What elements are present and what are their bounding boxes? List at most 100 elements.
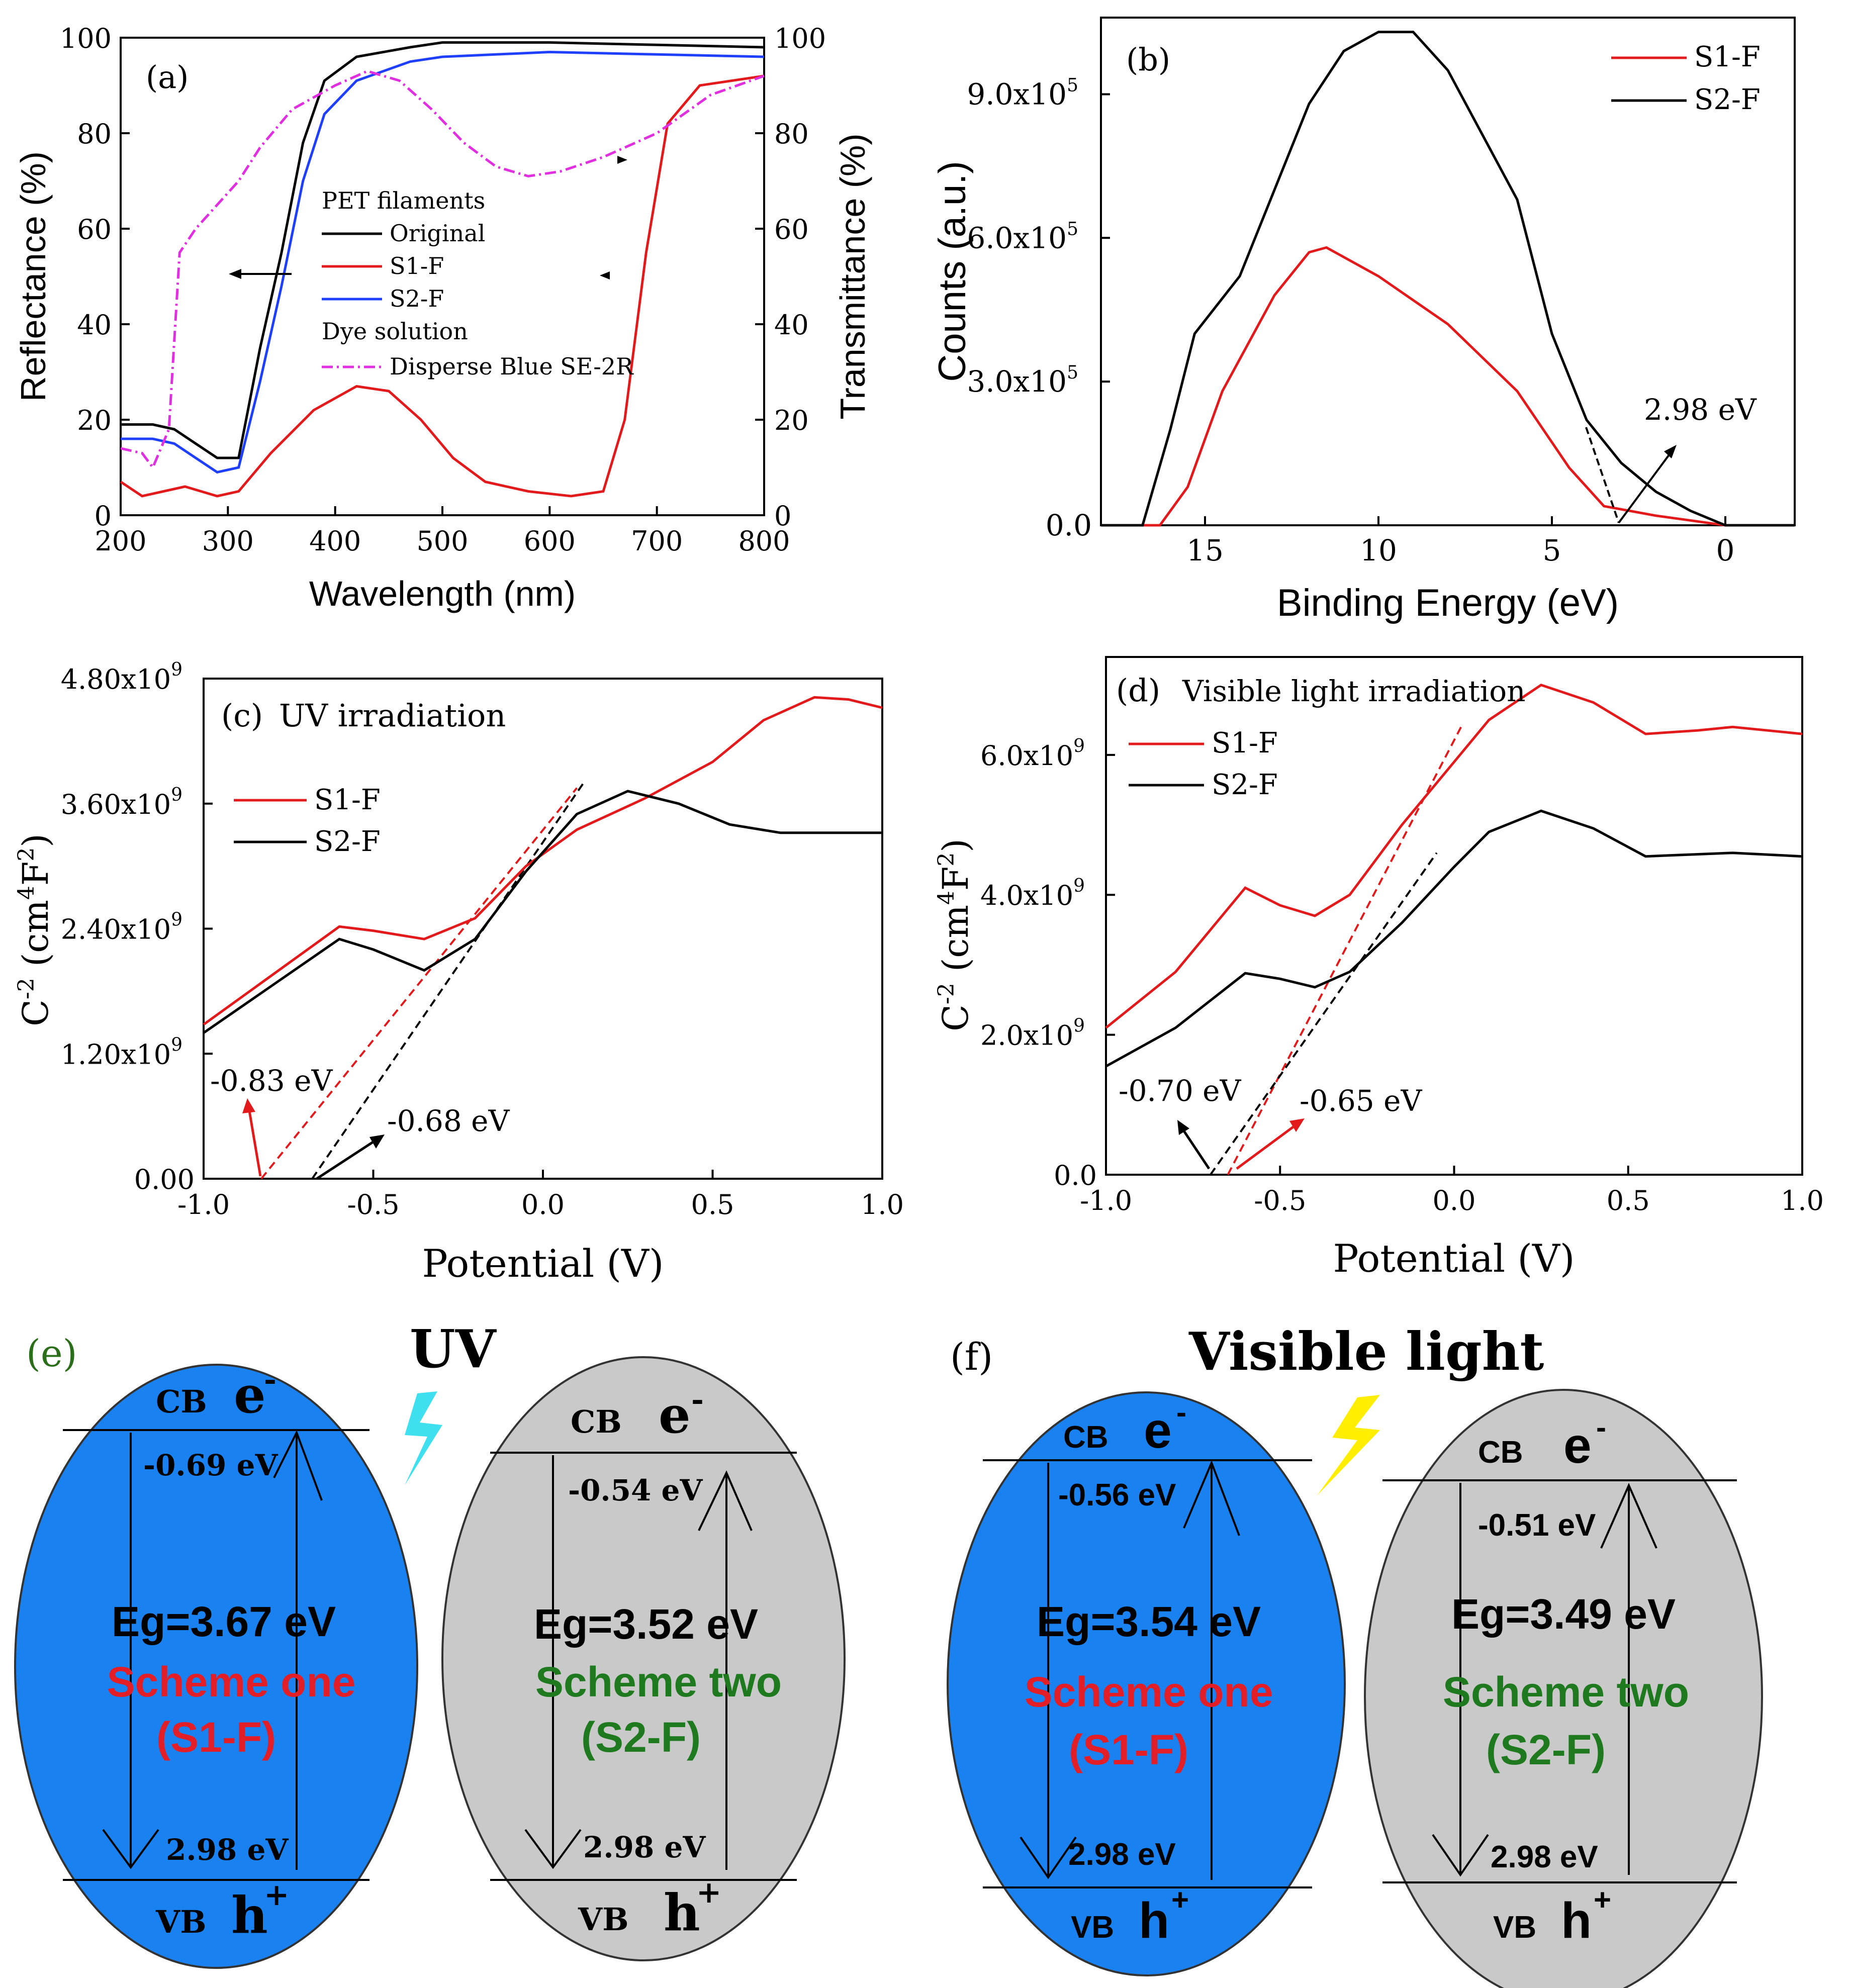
fit-line-s2f <box>311 782 585 1180</box>
svg-text:VB: VB <box>155 1904 207 1940</box>
svg-text:CB: CB <box>1478 1435 1523 1470</box>
panel-a-ylabel-left: Reflectance (%) <box>14 151 53 402</box>
panel-c-chart: -1.0 -0.5 0.0 0.5 1.0 0.00 1.20x109 2.40x109 3.6… <box>14 659 904 1286</box>
x-tick-label: 0.0 <box>521 1189 565 1220</box>
cb-label: CB e- <box>1478 1410 1606 1474</box>
legend-s2f: S2-F <box>390 285 444 312</box>
x-tick-label: -0.5 <box>1254 1185 1306 1216</box>
y-tick-label: 0 <box>95 500 112 532</box>
panel-e-label: (e) <box>26 1332 77 1375</box>
series-s2-f <box>121 50 765 474</box>
y-tick-label: 3.60x109 <box>61 785 182 820</box>
x-tick-label: 10 <box>1360 533 1397 567</box>
panel-a-arrow-right-2 <box>600 271 610 279</box>
svg-text:h: h <box>231 1885 268 1945</box>
cb-label: CB e- <box>156 1362 276 1425</box>
legend-dye: Disperse Blue SE-2R <box>390 353 634 380</box>
panel-d-legend: S1-F S2-F <box>1129 727 1278 801</box>
panel-d-series <box>1105 683 1803 1068</box>
scheme-code: (S2-F) <box>1486 1726 1606 1773</box>
panel-d-intercept-s1f: -0.65 eV <box>1236 1084 1422 1170</box>
series-disperse-blue-se-2r <box>120 69 765 470</box>
x-tick-label: 400 <box>309 525 361 557</box>
scheme-one-oval: CB e - -0.56 eV Eg=3.54 eV Scheme one (S1-… <box>947 1391 1346 1976</box>
panel-f-scheme: (f) Visible light CB e - -0.56 eV Eg=3.54 … <box>947 1320 1763 1988</box>
panel-c-ylabel: C-2 (cm4F2) <box>14 833 56 1026</box>
panel-b-frame <box>1100 17 1796 526</box>
x-tick-label: -1.0 <box>1080 1185 1132 1216</box>
legend-s2f: S2-F <box>314 825 381 858</box>
svg-text:h: h <box>664 1883 700 1942</box>
x-tick-label: 1.0 <box>861 1189 904 1220</box>
panel-d-intercept-s2f: -0.70 eV <box>1119 1074 1241 1170</box>
panel-a-legend: PET filaments Original S1-F S2-F Dye sol… <box>322 187 634 380</box>
legend-group-dye: Dye solution <box>322 318 468 345</box>
series-original <box>121 41 765 459</box>
vb-label: VB h+ <box>155 1877 289 1945</box>
series-s2-f <box>203 790 882 1034</box>
y-tick-label: 6.0x105 <box>967 219 1078 255</box>
svg-text:e: e <box>659 1385 691 1445</box>
panel-b-series <box>1101 31 1795 527</box>
svg-text:VB: VB <box>1493 1910 1536 1945</box>
svg-text:C-2 (cm4F2): C-2 (cm4F2) <box>934 838 976 1031</box>
series-s2-f <box>1101 31 1795 527</box>
cb-value: -0.54 eV <box>568 1473 703 1507</box>
legend-s1f: S1-F <box>1694 41 1761 73</box>
y-tick-label-right: 0 <box>774 500 791 532</box>
panel-c-title: UV irradiation <box>279 697 506 734</box>
vb-label: VB h+ <box>578 1875 721 1942</box>
svg-text:VB: VB <box>578 1901 629 1938</box>
panel-c-xlabel: Potential (V) <box>422 1241 664 1286</box>
svg-text:e: e <box>1563 1417 1592 1474</box>
svg-text:h: h <box>1561 1892 1592 1949</box>
panel-d-title: Visible light irradiation <box>1182 674 1525 708</box>
svg-text:h: h <box>1139 1892 1169 1949</box>
cb-value: -0.51 eV <box>1478 1508 1596 1543</box>
panel-c-label: (c) <box>221 697 263 734</box>
series-s1-f <box>203 696 883 1026</box>
panel-b-label: (b) <box>1126 41 1170 78</box>
scheme-one-oval: CB e- -0.69 eV Eg=3.67 eV Scheme one (S1-… <box>14 1362 418 1969</box>
panel-e-scheme: (e) UV CB e- -0.69 eV Eg=3.67 eV Scheme o… <box>14 1318 846 1969</box>
scheme-code: (S1-F) <box>156 1714 276 1761</box>
fit-line-s1f <box>260 787 578 1180</box>
scheme-name: Scheme one <box>107 1658 356 1706</box>
x-tick-label: 200 <box>95 525 146 557</box>
scheme-two-oval: CB e - -0.54 eV Eg=3.52 eV Scheme two (S2-… <box>441 1356 846 1961</box>
svg-text:-0.65 eV: -0.65 eV <box>1300 1084 1422 1118</box>
eg-value: Eg=3.49 eV <box>1451 1590 1676 1638</box>
legend-group-pet: PET filaments <box>322 187 485 214</box>
y-tick-label: 4.0x109 <box>980 876 1085 911</box>
y-tick-label: 0.0 <box>1054 1160 1097 1191</box>
y-tick-label-right: 40 <box>774 309 809 341</box>
scheme-code: (S1-F) <box>1069 1726 1188 1773</box>
svg-text:-: - <box>691 1382 704 1417</box>
panel-a-arrow-left <box>229 269 292 279</box>
uv-bolt-icon <box>405 1391 442 1485</box>
svg-text:+: + <box>1171 1883 1189 1917</box>
legend-s2f: S2-F <box>1694 83 1761 116</box>
svg-text:e: e <box>234 1365 266 1425</box>
panel-f-light-label: Visible light <box>1188 1320 1544 1382</box>
svg-text:C-2 (cm4F2): C-2 (cm4F2) <box>14 833 56 1026</box>
panel-a-label: (a) <box>146 59 189 96</box>
vb-value: 2.98 eV <box>1068 1837 1176 1872</box>
eg-value: Eg=3.52 eV <box>534 1600 758 1648</box>
y-tick-label: 20 <box>77 405 112 436</box>
y-tick-label: 2.40x109 <box>61 910 182 945</box>
panel-f-label: (f) <box>950 1336 993 1379</box>
y-tick-label: 0.0 <box>1046 508 1092 542</box>
x-tick-label: 0 <box>1716 533 1735 567</box>
vb-label: VB h+ <box>1493 1883 1611 1949</box>
series-s1-f <box>1101 246 1795 527</box>
x-tick-label: 5 <box>1543 533 1561 567</box>
y-tick-label: 2.0x109 <box>980 1016 1085 1052</box>
panel-e-light-label: UV <box>410 1318 497 1380</box>
y-tick-label-right: 60 <box>774 214 809 245</box>
panel-a-xlabel: Wavelength (nm) <box>309 574 576 613</box>
cb-value: -0.69 eV <box>143 1448 278 1482</box>
x-tick-label: 800 <box>738 525 790 557</box>
